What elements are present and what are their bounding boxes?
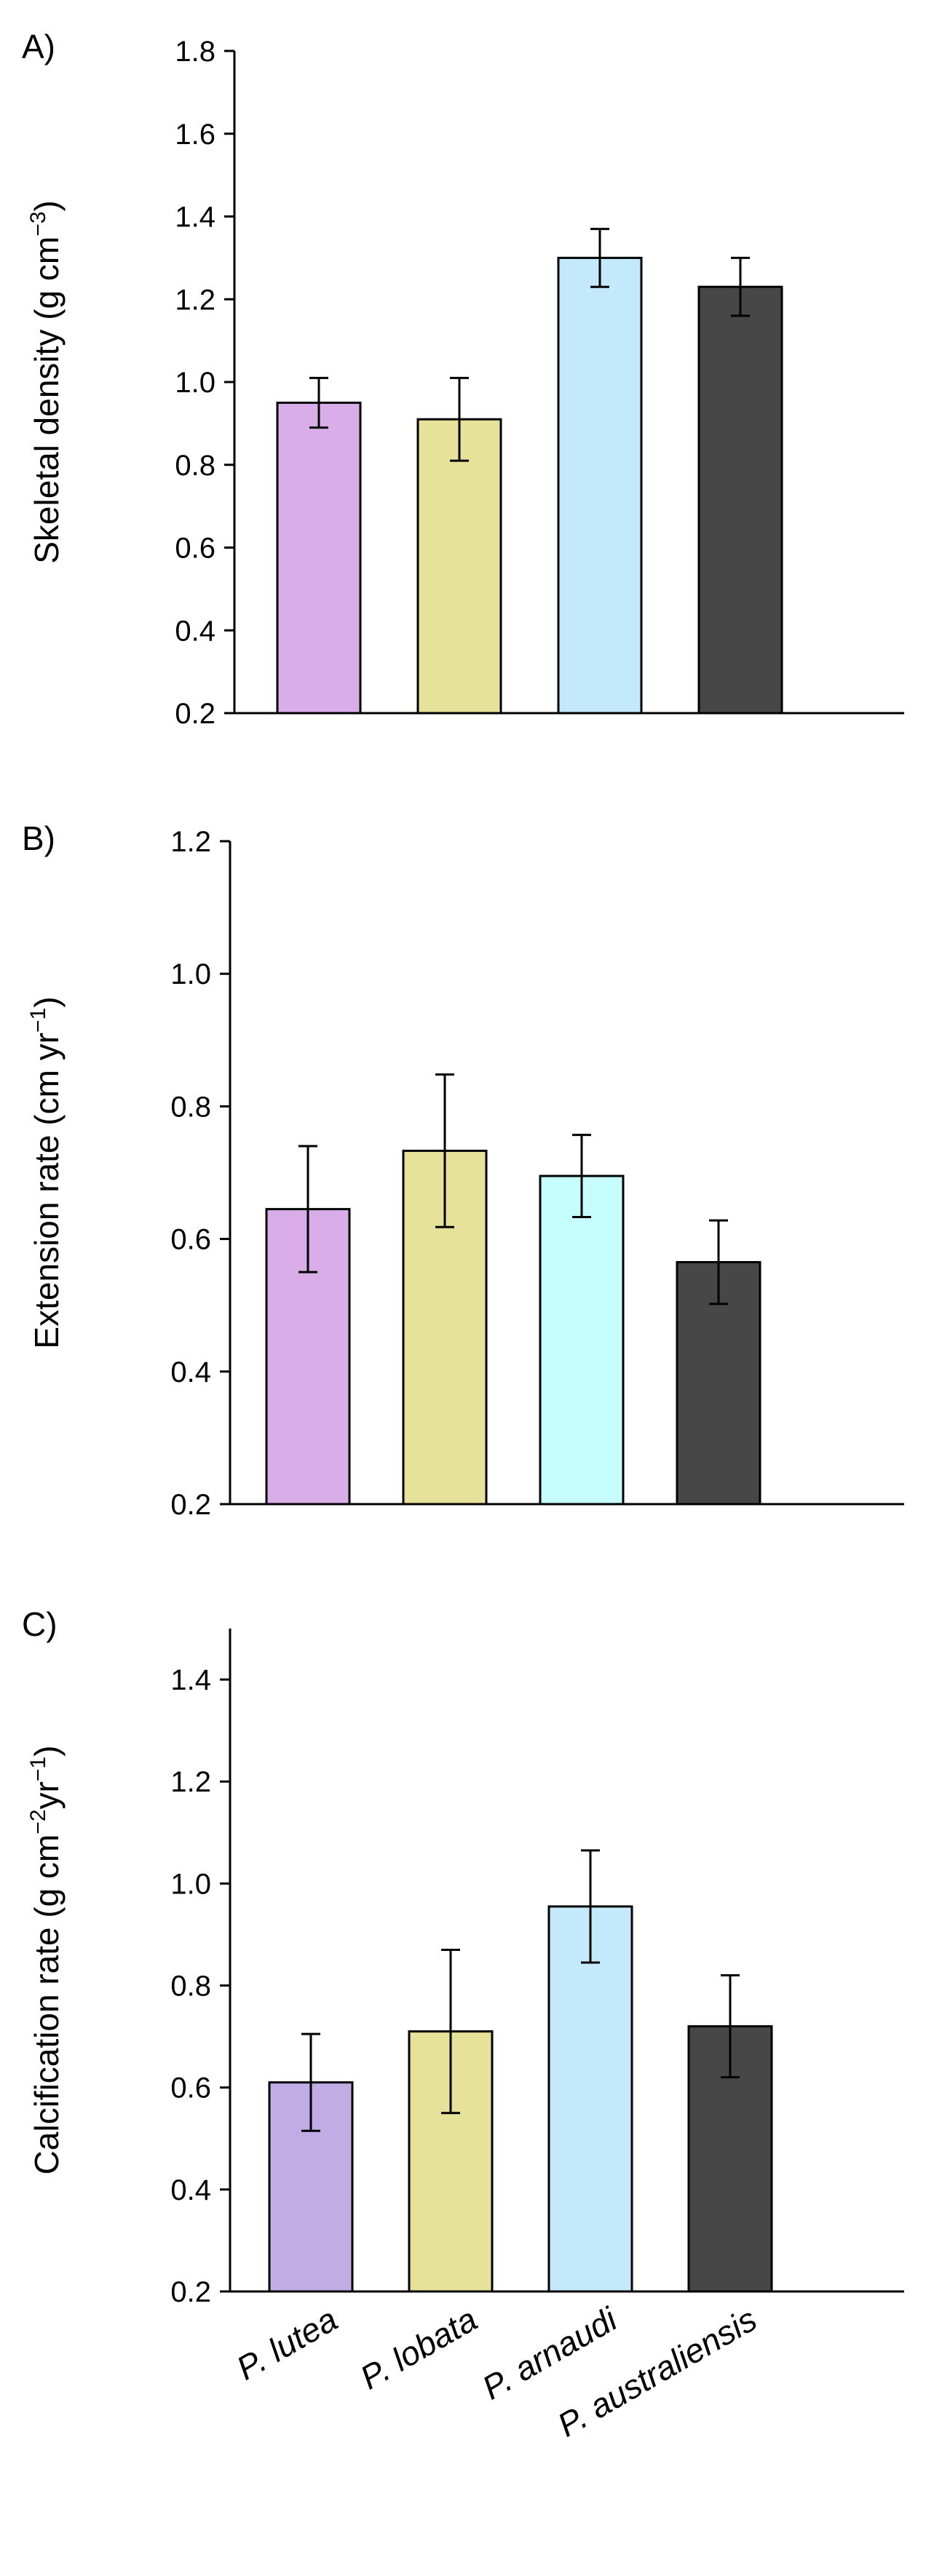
y-tick-label: 0.2 [170,2276,211,2308]
y-tick-label: 1.2 [170,1766,211,1798]
error-bar [450,376,469,462]
panel-label: B) [22,819,55,857]
bar-p-lutea [276,401,362,715]
y-tick-label: 0.8 [175,450,215,482]
y-tick-label: 1.2 [175,284,215,316]
y-tick-label: 1.4 [175,202,215,234]
bar-p-arnaudi [547,1905,633,2293]
y-tick-label: 0.8 [170,1091,211,1123]
error-bar [301,2032,320,2132]
y-tick-label: 1.0 [170,958,211,990]
y-tick-label: 0.4 [170,1356,211,1388]
y-tick-label: 0.2 [175,698,215,730]
y-tick-label: 0.6 [170,1224,211,1256]
y-tick-label: 0.2 [170,1489,211,1521]
y-tick-label: 1.8 [175,36,215,68]
y-tick-label: 0.8 [170,1971,211,2003]
chart-panel-1: 0.2 0.4 0.6 0.8 1.0 1.2 1.4 1.6 1.8 A) Skeletal de… [22,28,904,730]
error-bar [435,1073,454,1228]
x-category-label: P. lobata [354,2300,483,2397]
chart-panel-2: 0.2 0.4 0.6 0.8 1.0 1.2 B) Extension rate (cm y… [22,819,904,1521]
y-tick-label: 1.2 [170,826,211,858]
y-axis-label: Skeletal density (g cm−3) [26,200,66,564]
panel-label: C) [22,1605,58,1643]
error-bar [572,1134,591,1219]
x-category-label: P. lutea [230,2300,344,2388]
y-tick-label: 1.0 [170,1868,211,1900]
error-bar [709,1219,728,1305]
panel-label: A) [22,28,55,65]
y-tick-label: 0.4 [175,615,215,647]
bar-p-australiensis [697,285,783,715]
error-bar [731,256,750,317]
y-axis-label: Calcification rate (g cm−2yr−1) [26,1746,66,2175]
chart-panel-3: 0.2 0.4 0.6 0.8 1.0 1.2 1.4 C) Calcification rat… [22,1605,904,2444]
error-bar [721,1974,740,2079]
error-bar [590,228,609,288]
error-bar [441,1948,460,2115]
error-bar [309,376,328,429]
bar-p-arnaudi [557,256,643,715]
y-axis-label: Extension rate (cm yr−1) [26,996,66,1348]
y-tick-label: 1.6 [175,119,215,151]
bar-p-arnaudi [539,1174,625,1506]
error-bar [581,1849,600,1964]
y-tick-label: 0.4 [170,2174,211,2206]
error-bar [298,1145,317,1273]
y-tick-label: 0.6 [175,533,215,565]
y-tick-label: 1.0 [175,367,215,399]
y-tick-label: 1.4 [170,1664,211,1696]
bar-p-lobata [416,418,502,715]
y-tick-label: 0.6 [170,2072,211,2104]
